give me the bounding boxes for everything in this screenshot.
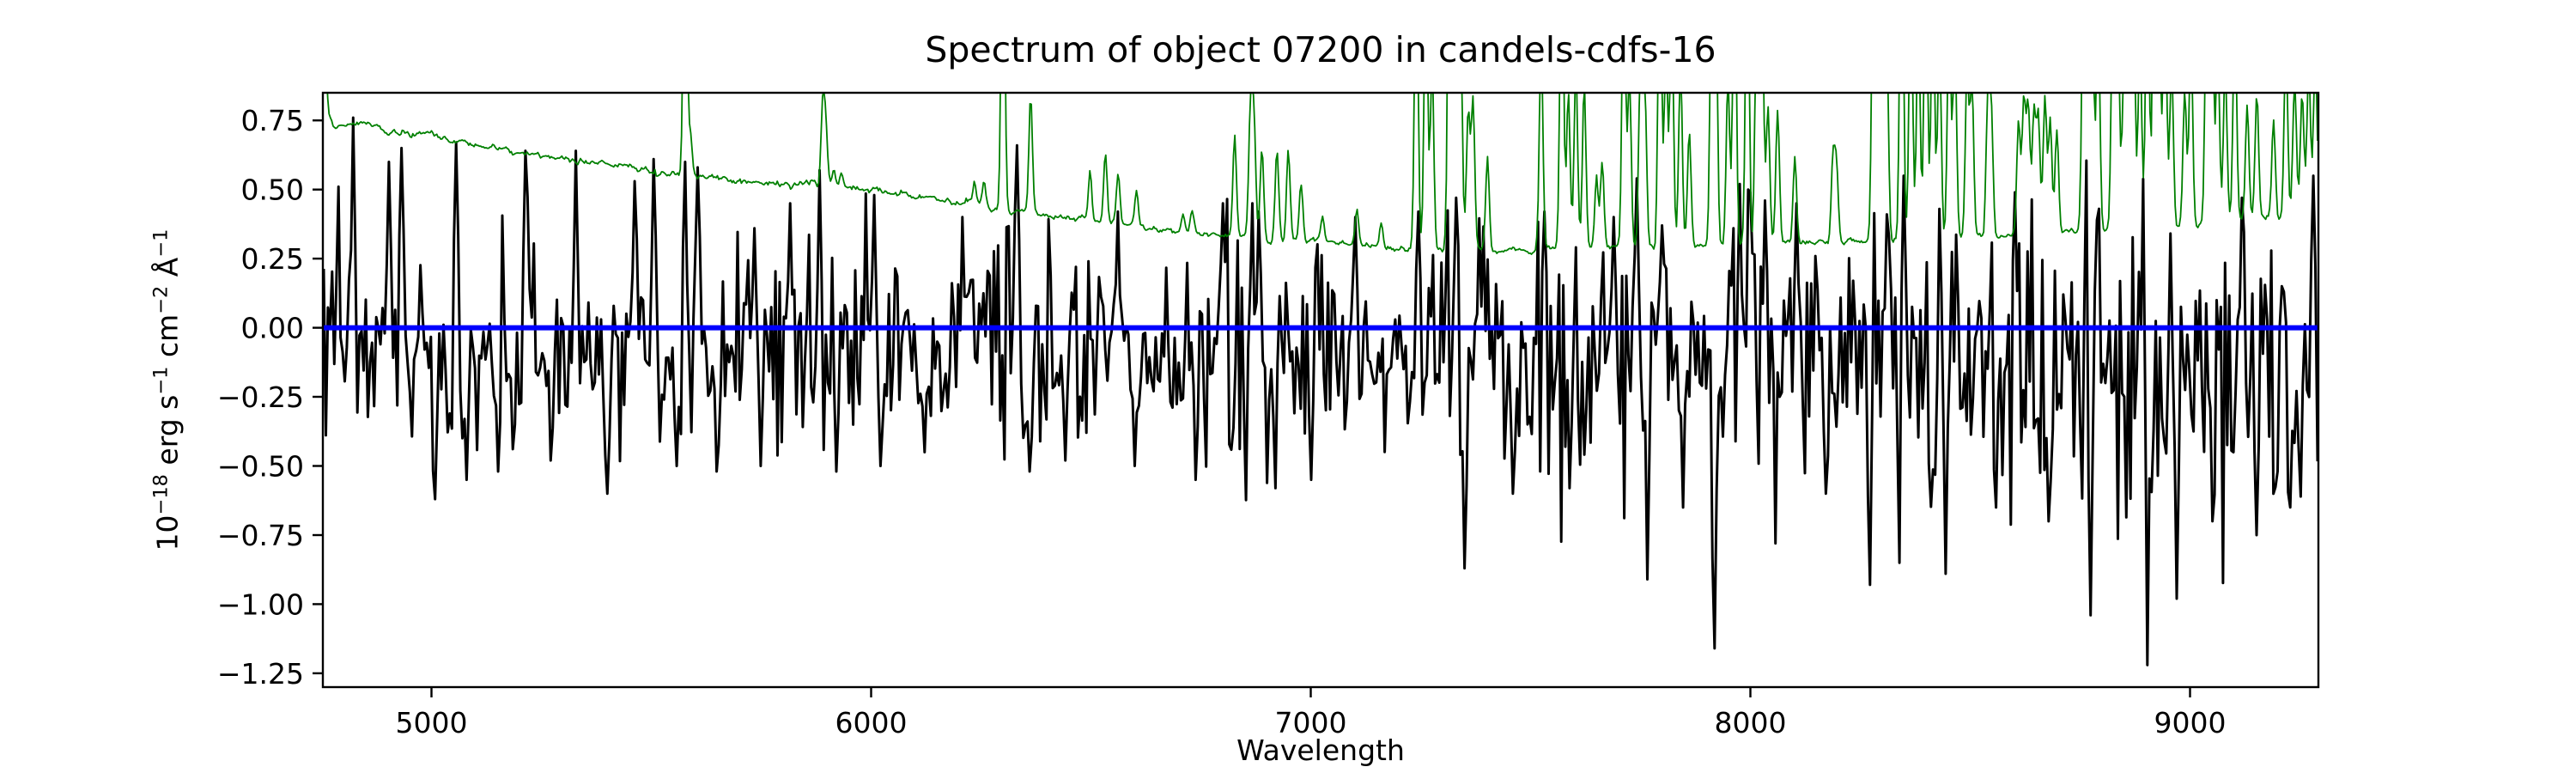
y-tick-label: 0.00 [241,312,304,345]
x-axis-label: Wavelength [1236,733,1405,767]
x-tick-label: 5000 [396,706,468,740]
x-tick-label: 6000 [835,706,908,740]
x-tick-label: 7000 [1275,706,1347,740]
y-tick-label: −0.25 [217,380,304,414]
plot-title: Spectrum of object 07200 in candels-cdfs… [925,29,1716,70]
y-tick-label: −1.00 [217,587,304,621]
x-tick-label: 8000 [1715,706,1787,740]
y-tick-label: 0.50 [241,173,304,207]
plot-data-area [323,93,2318,666]
y-tick-label: −0.50 [217,450,304,484]
y-tick-label: 0.75 [241,104,304,137]
y-tick-label: −1.25 [217,657,304,691]
y-tick-label: 0.25 [241,242,304,276]
axes-spine [321,91,2320,689]
sky-noise-line [326,93,2318,255]
x-tick-label: 9000 [2154,706,2227,740]
y-tick-label: −0.75 [217,519,304,552]
flux-line [323,116,2318,666]
